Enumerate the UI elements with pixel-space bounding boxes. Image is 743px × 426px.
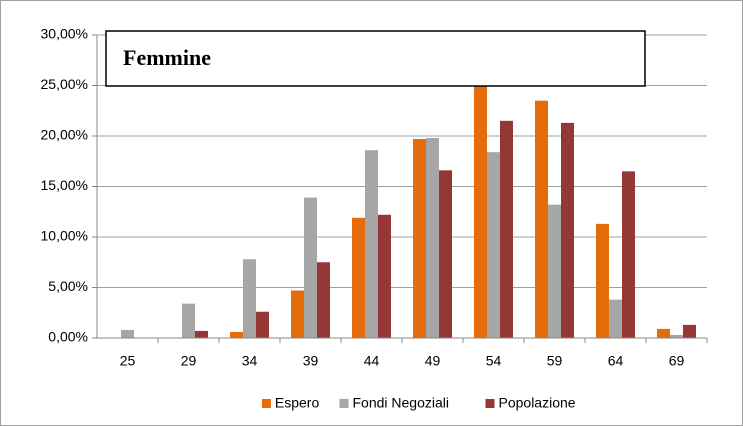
legend-swatch	[485, 399, 495, 408]
x-tick-label: 49	[425, 353, 441, 369]
y-tick-label: 25,00%	[41, 76, 88, 92]
bar	[474, 85, 487, 338]
bar	[548, 204, 561, 338]
legend-swatch	[339, 399, 349, 408]
bar	[304, 197, 317, 338]
legend-label: Espero	[275, 395, 320, 411]
bar	[622, 171, 635, 338]
bar	[317, 262, 330, 338]
bar	[500, 120, 513, 338]
bar	[683, 324, 696, 338]
bar	[378, 214, 391, 338]
bar	[256, 311, 269, 338]
bar	[561, 122, 574, 339]
x-tick-label: 59	[547, 353, 563, 369]
bar	[426, 138, 439, 338]
bar	[535, 100, 548, 339]
x-tick-label: 64	[608, 353, 624, 369]
bar	[596, 223, 609, 338]
x-tick-label: 69	[669, 353, 685, 369]
bar	[182, 303, 195, 338]
y-tick-label: 15,00%	[41, 177, 88, 193]
x-tick-label: 29	[181, 353, 197, 369]
title-box	[105, 30, 646, 87]
x-tick-label: 54	[486, 353, 502, 369]
bar	[291, 290, 304, 338]
bar	[487, 152, 500, 338]
bar	[413, 139, 426, 338]
bar	[670, 334, 683, 338]
y-tick-label: 30,00%	[41, 26, 88, 42]
y-tick-label: 5,00%	[48, 278, 88, 294]
legend-label: Popolazione	[499, 395, 576, 411]
y-tick-label: 0,00%	[48, 329, 88, 345]
bar	[195, 330, 208, 338]
legend-label: Fondi Negoziali	[353, 395, 450, 411]
x-tick-label: 34	[242, 353, 258, 369]
bar	[230, 331, 243, 338]
y-tick-label: 10,00%	[41, 228, 88, 244]
bar	[365, 150, 378, 338]
x-tick-label: 25	[120, 353, 136, 369]
x-tick-label: 44	[364, 353, 380, 369]
x-tick-label: 39	[303, 353, 319, 369]
bar	[657, 328, 670, 338]
bar	[243, 259, 256, 338]
bar	[121, 329, 134, 338]
chart-title: Femmine	[123, 45, 211, 70]
legend-swatch	[261, 399, 271, 408]
bar	[609, 299, 622, 338]
bar	[352, 217, 365, 338]
y-tick-label: 20,00%	[41, 127, 88, 143]
bar	[439, 170, 452, 338]
